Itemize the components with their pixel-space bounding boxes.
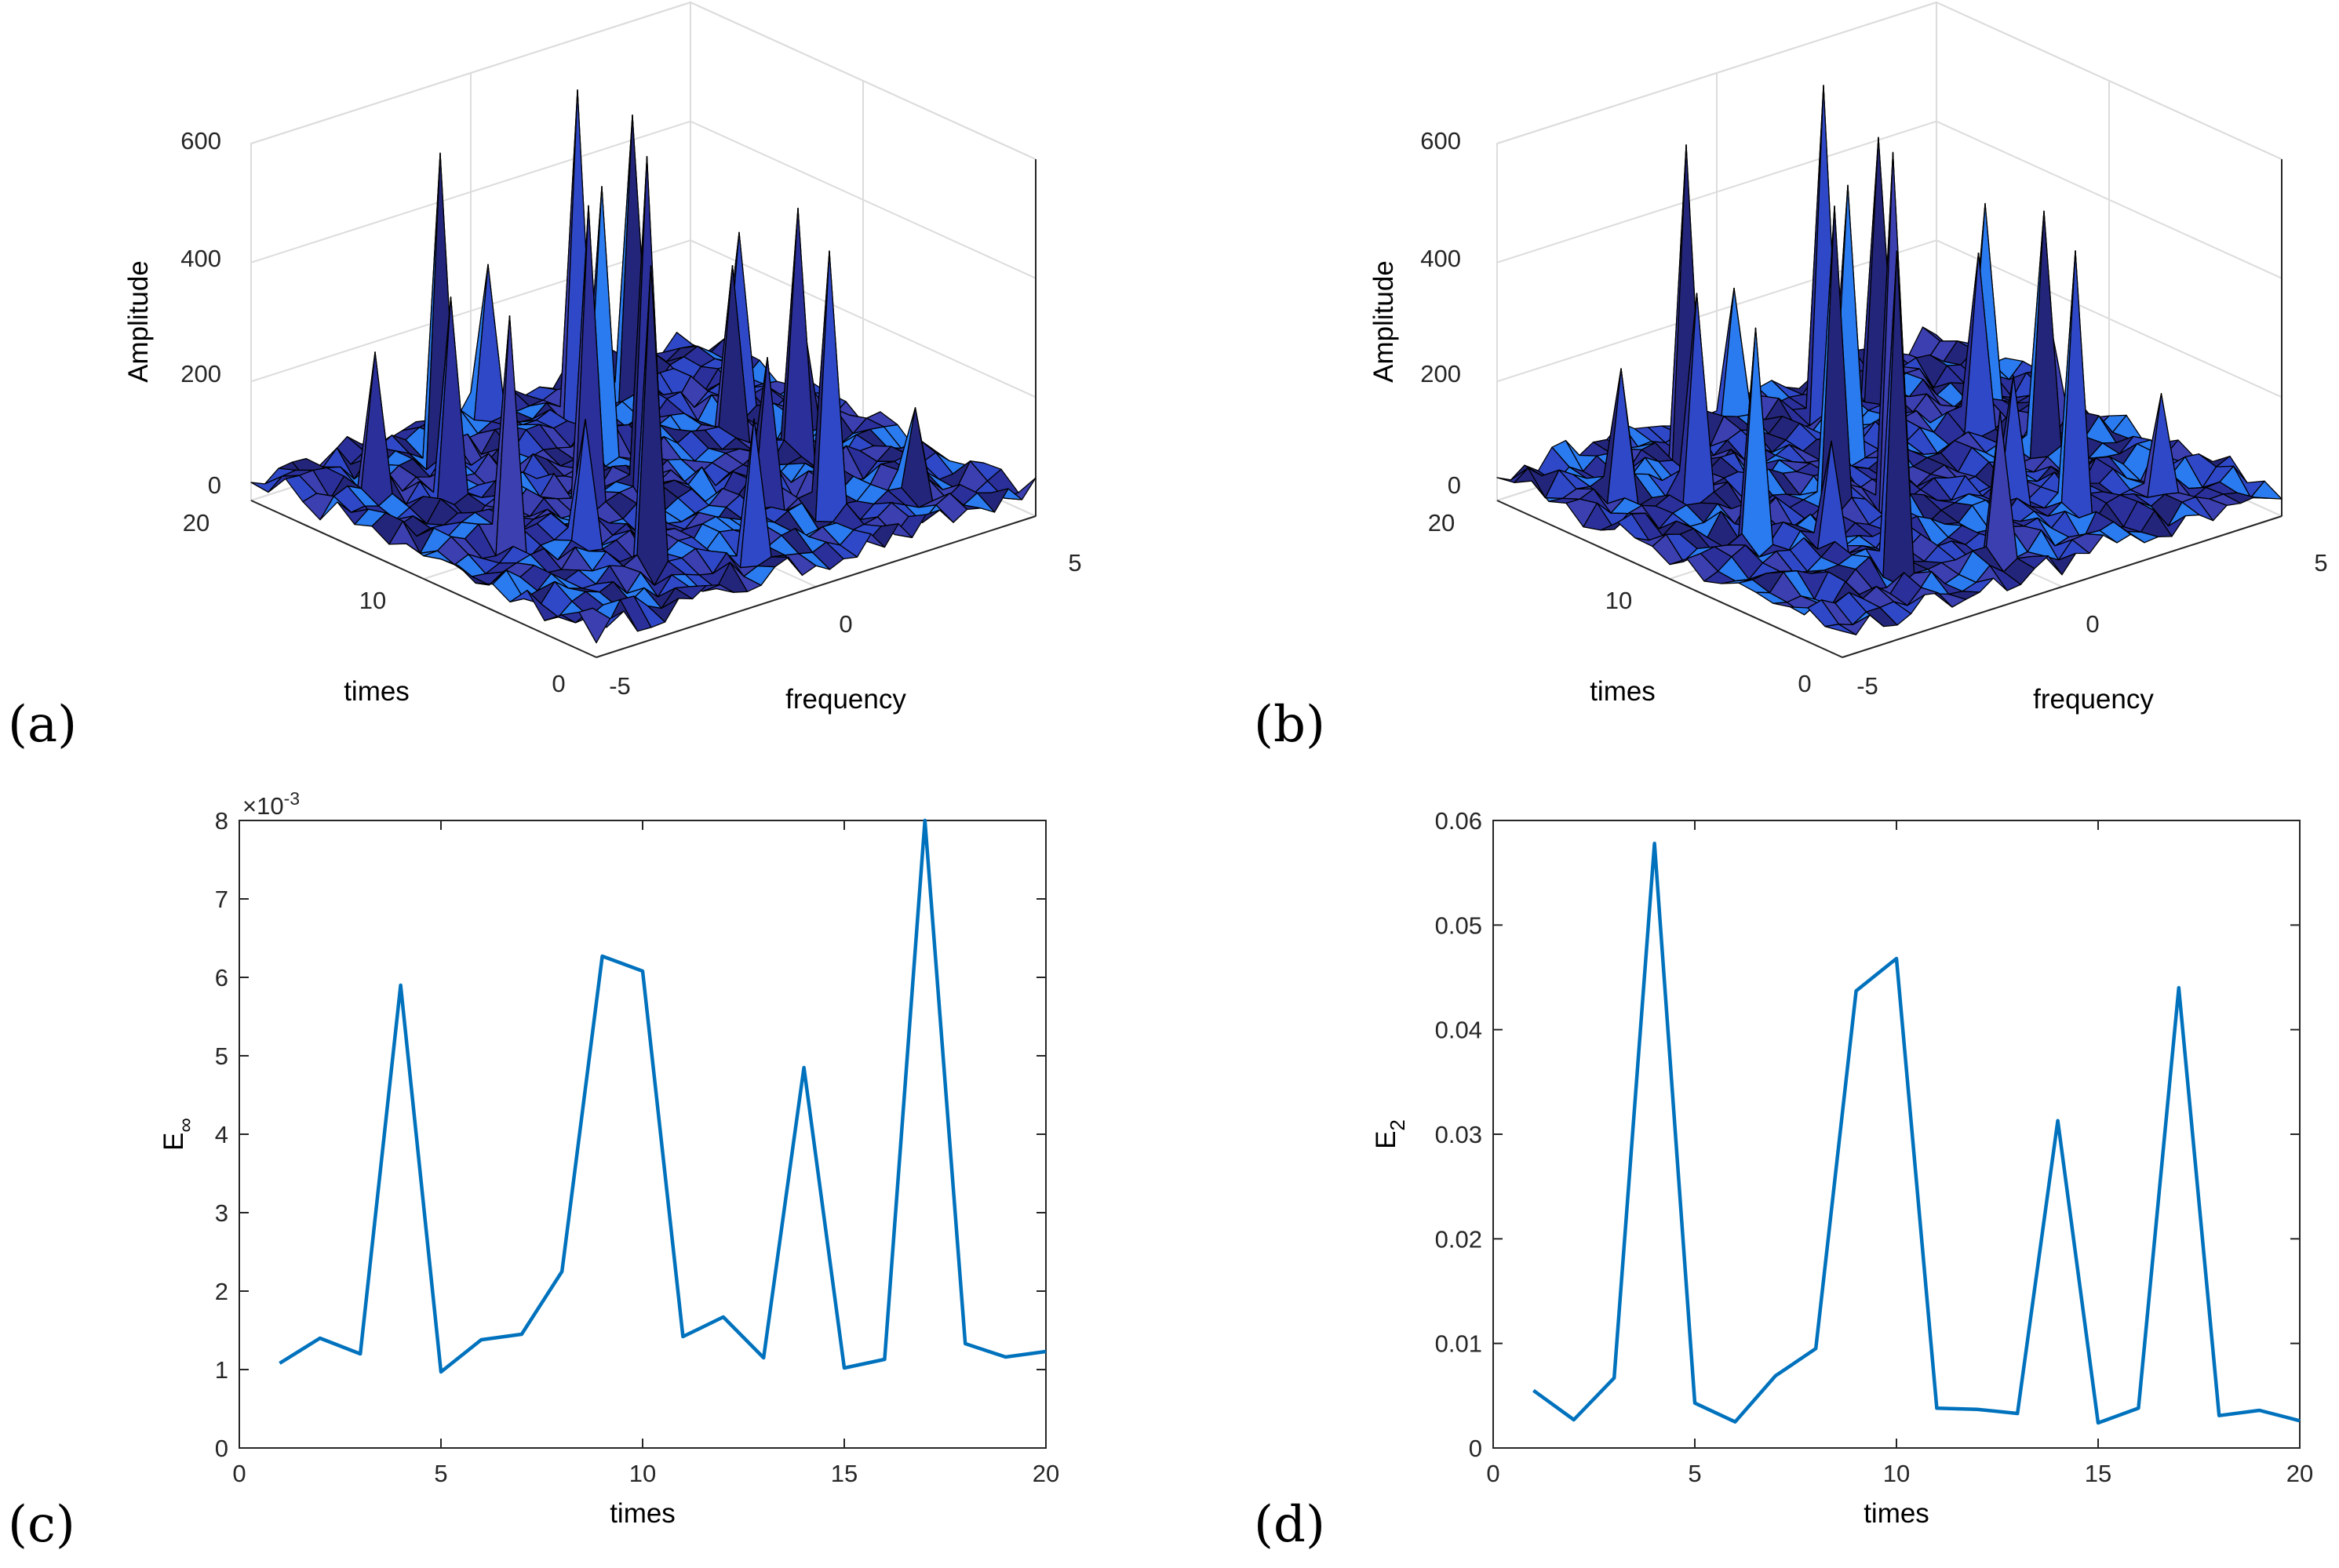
x-tick-label: 10 [1883,1460,1910,1487]
x-tick-label: 5 [434,1460,447,1487]
panel-label-d: (d) [1254,1496,1325,1554]
y-tick-label: 5 [1068,549,1081,577]
axis-exponent: ×10-3 [242,788,300,820]
panel-label-a: (a) [8,696,77,754]
z-tick-label: 400 [1420,245,1461,272]
z-tick-label: 400 [180,245,221,272]
y-tick-label: 5 [215,1042,228,1070]
z-axis-label: Amplitude [123,260,154,383]
x-tick-label: 15 [831,1460,858,1487]
y-tick-label: 0 [215,1435,228,1462]
y-tick-label: 0.03 [1435,1121,1482,1148]
y-tick-label: 2 [215,1278,228,1305]
x-tick-label: 10 [359,587,386,614]
x-axis [596,515,1037,658]
x-axis [1842,515,2283,658]
y-tick-label: 5 [2314,549,2327,577]
z-tick-label: 600 [1420,127,1461,155]
y-tick-label: -5 [1856,672,1878,700]
z-tick-label: 0 [1448,471,1461,499]
surface-plot-a: 0 200 400 600 0 10 20 -5 0 5 Amplitude t… [123,1,1082,715]
x-axis-label: times [1590,676,1656,707]
y-tick-label: 8 [215,807,228,835]
y-axis-label: frequency [2033,684,2154,715]
y-tick-label: 6 [215,964,228,991]
x-tick-label: 15 [2085,1460,2111,1487]
x-tick-label: 20 [1428,509,1455,537]
line-chart-d: 0 5 10 15 20 0 0.01 0.02 0.03 0.04 0.05 0.06 times E2 [1371,807,2313,1529]
z-tick-label: 600 [180,127,221,155]
y-tick-label: 0.05 [1435,911,1482,939]
x-tick-label: 20 [183,509,209,537]
y-tick-label: 0.02 [1435,1225,1482,1253]
line-chart-c: 0 5 10 15 20 0 1 2 3 4 5 6 7 8 times E∞ ×10-3 [158,788,1059,1529]
y-tick-label: -5 [609,672,631,700]
y-tick-label: 7 [215,886,228,913]
x-tick-label: 0 [552,670,565,697]
plot-area [1492,820,2301,1449]
surface-face [1824,624,1857,635]
z-tick-label: 0 [208,471,221,499]
surface-mesh [1496,85,2283,635]
x-tick-label: 20 [1033,1460,1059,1487]
x-axis-label: times [344,676,410,707]
z-tick-label: 200 [1420,360,1461,387]
y-axis-label: frequency [785,684,906,715]
y-tick-label: 0 [839,610,852,638]
y-tick-label: 0 [1469,1435,1482,1462]
series-line [1532,842,2301,1425]
plot-area [239,820,1047,1449]
y-tick-label: 0.04 [1435,1017,1482,1044]
y-tick-label: 1 [215,1356,228,1384]
surface-mesh [250,89,1037,644]
y-axis [1496,500,1843,658]
y-axis-label: E∞ [158,1118,197,1151]
x-tick-label: 0 [1486,1460,1499,1487]
x-tick-label: 10 [629,1460,656,1487]
surface-plot-b: 0 200 400 600 0 10 20 -5 0 5 Amplitude t… [1368,1,2328,715]
z-tick-label: 200 [180,360,221,387]
panel-label-c: (c) [8,1496,75,1554]
x-tick-label: 0 [1798,670,1811,697]
y-axis-label: E2 [1371,1119,1409,1149]
x-axis-label: times [1864,1498,1929,1529]
surface-face [578,607,611,644]
x-tick-label: 20 [2286,1460,2313,1487]
x-tick-label: 0 [232,1460,246,1487]
x-tick-label: 5 [1688,1460,1701,1487]
series-line [279,818,1047,1374]
z-axis-label: Amplitude [1368,260,1399,383]
x-tick-label: 10 [1605,587,1632,614]
y-tick-label: 0.06 [1435,807,1482,835]
y-tick-label: 0 [2086,610,2099,638]
y-tick-label: 0.01 [1435,1330,1482,1358]
panel-label-b: (b) [1254,696,1325,754]
y-tick-label: 3 [215,1199,228,1227]
x-axis-label: times [610,1498,676,1529]
y-tick-label: 4 [215,1121,228,1148]
y-axis [250,500,597,658]
